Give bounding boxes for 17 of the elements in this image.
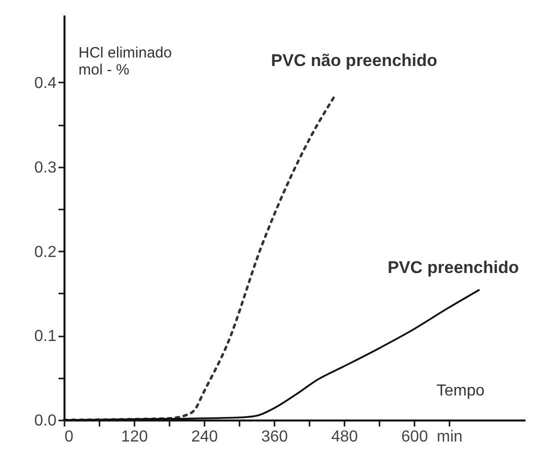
series-label: PVC preenchido [388, 258, 519, 278]
x-tick-label: min [436, 428, 463, 446]
y-tick-label: 0.2 [34, 244, 57, 261]
x-tick-label: 0 [64, 428, 74, 446]
text: PVC não preenchido [271, 50, 438, 70]
x-tick-label: 360 [261, 428, 288, 446]
x-tick-label: 480 [331, 428, 358, 446]
x-axis-title: Tempo [436, 382, 485, 400]
x-tick-label: 120 [121, 428, 148, 446]
y-tick-label: 0.3 [34, 159, 57, 176]
y-tick-label: 0.0 [34, 412, 57, 430]
y-tick-label: 0.4 [34, 75, 57, 92]
x-tick-label: 240 [191, 428, 218, 446]
line-series [62, 96, 336, 422]
y-tick-label: 0.1 [34, 328, 57, 346]
y-axis-title: HCl eliminado mol - % [78, 44, 172, 78]
x-tick-label: 600 [401, 428, 428, 446]
